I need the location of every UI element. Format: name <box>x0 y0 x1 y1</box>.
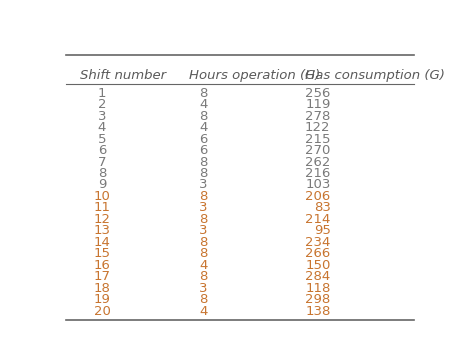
Text: 138: 138 <box>305 305 330 318</box>
Text: 8: 8 <box>199 190 208 203</box>
Text: 12: 12 <box>94 213 110 226</box>
Text: 3: 3 <box>199 178 208 191</box>
Text: 83: 83 <box>314 202 330 214</box>
Text: 7: 7 <box>98 155 106 169</box>
Text: 4: 4 <box>98 121 106 134</box>
Text: 6: 6 <box>199 144 208 157</box>
Text: 103: 103 <box>305 178 330 191</box>
Text: 4: 4 <box>199 121 208 134</box>
Text: 118: 118 <box>305 282 330 295</box>
Text: 8: 8 <box>199 293 208 306</box>
Text: Hours operation (H): Hours operation (H) <box>189 69 320 82</box>
Text: 18: 18 <box>94 282 110 295</box>
Text: 19: 19 <box>94 293 110 306</box>
Text: 266: 266 <box>305 248 330 261</box>
Text: 8: 8 <box>199 270 208 284</box>
Text: 278: 278 <box>305 110 330 123</box>
Text: Shift number: Shift number <box>80 69 167 82</box>
Text: 2: 2 <box>98 98 106 111</box>
Text: 9: 9 <box>98 178 106 191</box>
Text: 11: 11 <box>94 202 110 214</box>
Text: 206: 206 <box>305 190 330 203</box>
Text: 234: 234 <box>305 236 330 249</box>
Text: 10: 10 <box>94 190 110 203</box>
Text: 15: 15 <box>94 248 110 261</box>
Text: Gas consumption (G): Gas consumption (G) <box>305 69 445 82</box>
Text: 8: 8 <box>199 236 208 249</box>
Text: 214: 214 <box>305 213 330 226</box>
Text: 16: 16 <box>94 259 110 272</box>
Text: 256: 256 <box>305 87 330 100</box>
Text: 14: 14 <box>94 236 110 249</box>
Text: 6: 6 <box>199 132 208 146</box>
Text: 4: 4 <box>199 259 208 272</box>
Text: 8: 8 <box>199 155 208 169</box>
Text: 150: 150 <box>305 259 330 272</box>
Text: 13: 13 <box>94 225 110 237</box>
Text: 119: 119 <box>305 98 330 111</box>
Text: 284: 284 <box>305 270 330 284</box>
Text: 17: 17 <box>94 270 110 284</box>
Text: 3: 3 <box>98 110 106 123</box>
Text: 5: 5 <box>98 132 106 146</box>
Text: 8: 8 <box>199 213 208 226</box>
Text: 4: 4 <box>199 305 208 318</box>
Text: 3: 3 <box>199 202 208 214</box>
Text: 8: 8 <box>98 167 106 180</box>
Text: 216: 216 <box>305 167 330 180</box>
Text: 215: 215 <box>305 132 330 146</box>
Text: 270: 270 <box>305 144 330 157</box>
Text: 20: 20 <box>94 305 110 318</box>
Text: 8: 8 <box>199 167 208 180</box>
Text: 6: 6 <box>98 144 106 157</box>
Text: 1: 1 <box>98 87 106 100</box>
Text: 8: 8 <box>199 248 208 261</box>
Text: 95: 95 <box>314 225 330 237</box>
Text: 8: 8 <box>199 87 208 100</box>
Text: 8: 8 <box>199 110 208 123</box>
Text: 3: 3 <box>199 282 208 295</box>
Text: 3: 3 <box>199 225 208 237</box>
Text: 122: 122 <box>305 121 330 134</box>
Text: 4: 4 <box>199 98 208 111</box>
Text: 262: 262 <box>305 155 330 169</box>
Text: 298: 298 <box>305 293 330 306</box>
